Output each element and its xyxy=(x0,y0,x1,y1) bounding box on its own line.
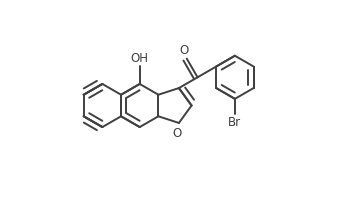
Text: O: O xyxy=(180,44,189,57)
Text: O: O xyxy=(173,126,182,139)
Text: Br: Br xyxy=(228,116,241,129)
Text: OH: OH xyxy=(131,52,149,65)
